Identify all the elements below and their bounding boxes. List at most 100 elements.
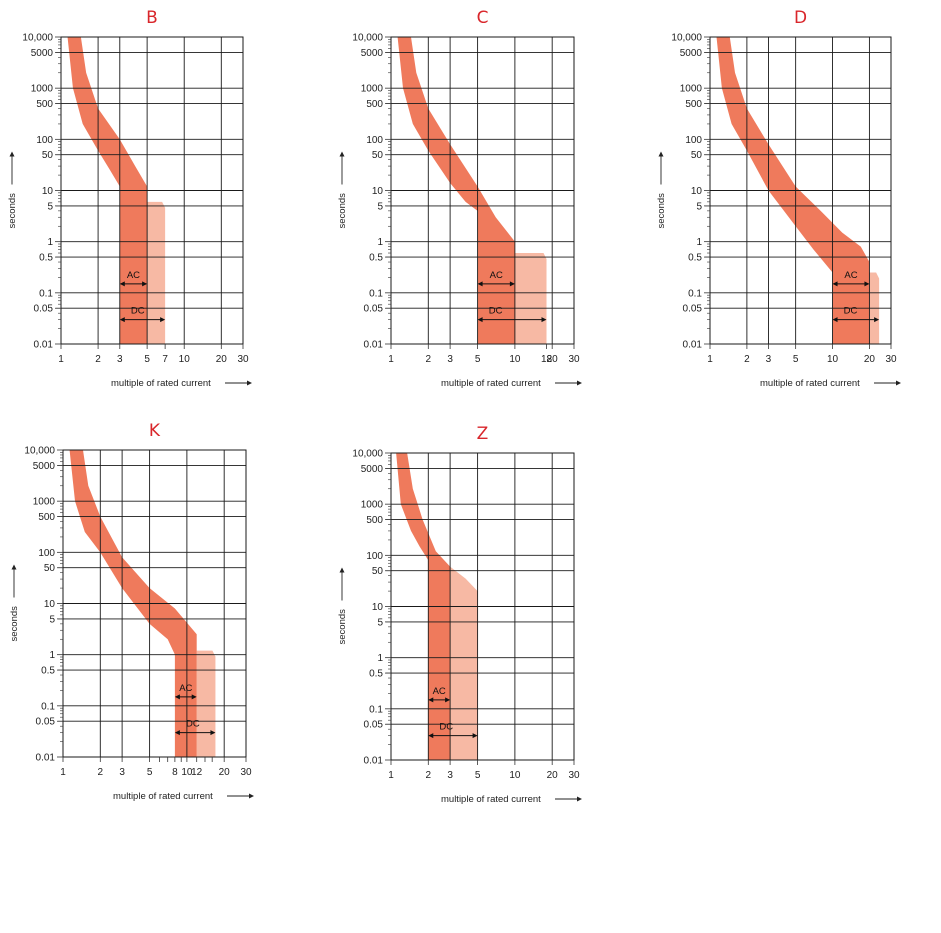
y-tick-label: 1: [377, 237, 383, 248]
y-tick-label: 5: [696, 201, 702, 212]
x-axis-arrow-head: [896, 380, 901, 386]
trip-band-area: [69, 450, 197, 757]
dc-extension-area: [514, 253, 547, 344]
y-tick-label: 5: [377, 617, 383, 628]
y-axis-arrow-head: [658, 151, 664, 157]
y-tick-label: 1000: [361, 84, 384, 95]
x-tick-label: 2: [426, 770, 432, 781]
dc-range-arrow-left: [428, 733, 434, 739]
x-tick-label: 3: [447, 354, 453, 365]
trip-band-area: [397, 37, 515, 344]
chart-title: B: [146, 8, 158, 28]
chart-title: K: [149, 421, 161, 441]
y-axis-label: seconds: [337, 193, 348, 229]
y-tick-label: 1: [377, 653, 383, 664]
y-tick-label: 0.5: [369, 669, 383, 680]
x-axis-label: multiple of rated current: [441, 378, 541, 389]
x-tick-label: 20: [547, 770, 559, 781]
y-tick-label: 0.05: [36, 717, 56, 728]
ac-range-arrow-left: [477, 281, 483, 287]
y-tick-label: 0.05: [364, 720, 384, 731]
y-tick-label: 500: [366, 515, 383, 526]
y-tick-label: 0.01: [34, 340, 54, 351]
y-tick-label: 0.01: [364, 756, 384, 767]
y-tick-label: 1000: [33, 497, 56, 508]
x-axis-arrow-head: [249, 793, 254, 799]
y-tick-label: 1000: [31, 84, 54, 95]
x-tick-label: 18: [541, 354, 553, 365]
chart-title: C: [477, 8, 489, 28]
y-tick-label: 1000: [361, 500, 384, 511]
y-axis-arrow-head: [9, 151, 15, 157]
ac-range-label: AC: [490, 270, 503, 281]
x-tick-label: 30: [885, 354, 897, 365]
x-tick-label: 20: [216, 354, 228, 365]
y-axis-label: seconds: [9, 606, 20, 642]
dc-range-label: DC: [186, 719, 200, 730]
y-tick-label: 100: [38, 548, 55, 559]
y-tick-label: 10,000: [24, 446, 55, 457]
chart-b: B 10,000 5000 1000 500 100 50 10 5 1 0.5 0.1 0.05 0.0…: [7, 8, 252, 389]
ac-range-arrow-right: [142, 281, 148, 287]
y-tick-label: 0.1: [41, 701, 55, 712]
ac-range-arrow-right: [509, 281, 515, 287]
trip-band-area: [67, 37, 148, 344]
x-tick-label: 30: [568, 770, 580, 781]
dc-extension-area: [450, 566, 478, 760]
x-axis-label: multiple of rated current: [441, 794, 541, 805]
dc-range-arrow-right: [472, 733, 478, 739]
y-tick-label: 100: [36, 135, 53, 146]
x-tick-label: 7: [162, 354, 168, 365]
chart-title: Z: [477, 424, 489, 444]
x-axis-arrow-head: [247, 380, 252, 386]
dc-range-label: DC: [439, 722, 453, 733]
y-axis-label: seconds: [337, 609, 348, 645]
y-tick-label: 0.1: [369, 288, 383, 299]
y-tick-label: 10,000: [352, 33, 383, 44]
y-tick-label: 50: [42, 150, 54, 161]
y-tick-label: 100: [685, 135, 702, 146]
y-axis-arrow-head: [339, 567, 345, 573]
y-tick-label: 5000: [31, 48, 54, 59]
y-axis-arrow-head: [339, 151, 345, 157]
ac-range-arrow-right: [445, 697, 451, 703]
x-tick-label: 2: [98, 767, 104, 778]
dc-range-arrow-left: [832, 317, 838, 323]
x-axis-arrow-head: [577, 796, 582, 802]
y-tick-label: 5000: [33, 461, 56, 472]
x-tick-label: 1: [60, 767, 66, 778]
y-tick-label: 0.5: [369, 253, 383, 264]
y-axis-label: seconds: [656, 193, 667, 229]
x-tick-label: 1: [388, 354, 394, 365]
y-tick-label: 50: [691, 150, 703, 161]
dc-range-arrow-right: [160, 317, 166, 323]
y-tick-label: 10,000: [22, 33, 53, 44]
ac-range-arrow-left: [174, 694, 180, 700]
y-tick-label: 0.01: [683, 340, 703, 351]
x-tick-label: 1: [707, 354, 713, 365]
x-tick-label: 10: [181, 767, 193, 778]
y-tick-label: 10: [372, 602, 384, 613]
y-tick-label: 10: [691, 186, 703, 197]
y-tick-label: 1: [47, 237, 53, 248]
x-tick-label: 12: [191, 767, 203, 778]
y-tick-label: 10,000: [352, 449, 383, 460]
y-tick-label: 10,000: [671, 33, 702, 44]
y-tick-label: 50: [372, 150, 384, 161]
chart-k: K 10,000 5000 1000 500 100 50 10 5 1 0.5 0.1 0.05 0.0…: [9, 421, 254, 802]
y-tick-label: 5: [377, 201, 383, 212]
ac-range-label: AC: [127, 270, 140, 281]
ac-range-label: AC: [433, 686, 446, 697]
x-axis-label: multiple of rated current: [113, 791, 213, 802]
x-axis-arrow-head: [577, 380, 582, 386]
y-tick-label: 1: [49, 650, 55, 661]
dc-range-arrow-left: [174, 730, 180, 736]
y-tick-label: 0.1: [369, 704, 383, 715]
y-tick-label: 0.05: [683, 304, 703, 315]
y-tick-label: 50: [372, 566, 384, 577]
x-tick-label: 3: [766, 354, 772, 365]
dc-range-label: DC: [131, 306, 145, 317]
x-tick-label: 10: [827, 354, 839, 365]
x-axis-label: multiple of rated current: [760, 378, 860, 389]
x-tick-label: 3: [117, 354, 123, 365]
